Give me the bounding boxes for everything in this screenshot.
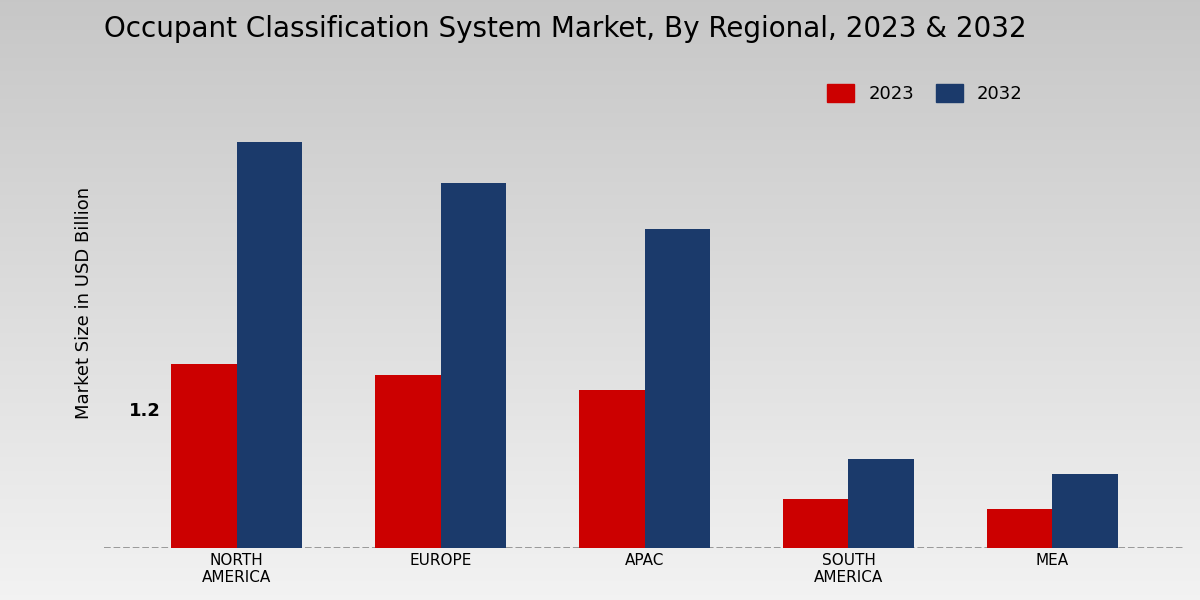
Bar: [440, 184, 506, 548]
Legend: 2023, 2032: 2023, 2032: [820, 77, 1030, 110]
Text: 1.2: 1.2: [130, 402, 161, 420]
Bar: [644, 229, 710, 548]
Bar: [784, 499, 848, 548]
Bar: [988, 509, 1052, 548]
Bar: [236, 142, 302, 548]
Bar: [172, 364, 236, 548]
Text: Occupant Classification System Market, By Regional, 2023 & 2032: Occupant Classification System Market, B…: [104, 15, 1027, 43]
Bar: [376, 375, 440, 548]
Y-axis label: Market Size in USD Billion: Market Size in USD Billion: [74, 187, 94, 419]
Bar: [848, 459, 913, 548]
Bar: [1052, 474, 1117, 548]
Bar: [580, 390, 644, 548]
